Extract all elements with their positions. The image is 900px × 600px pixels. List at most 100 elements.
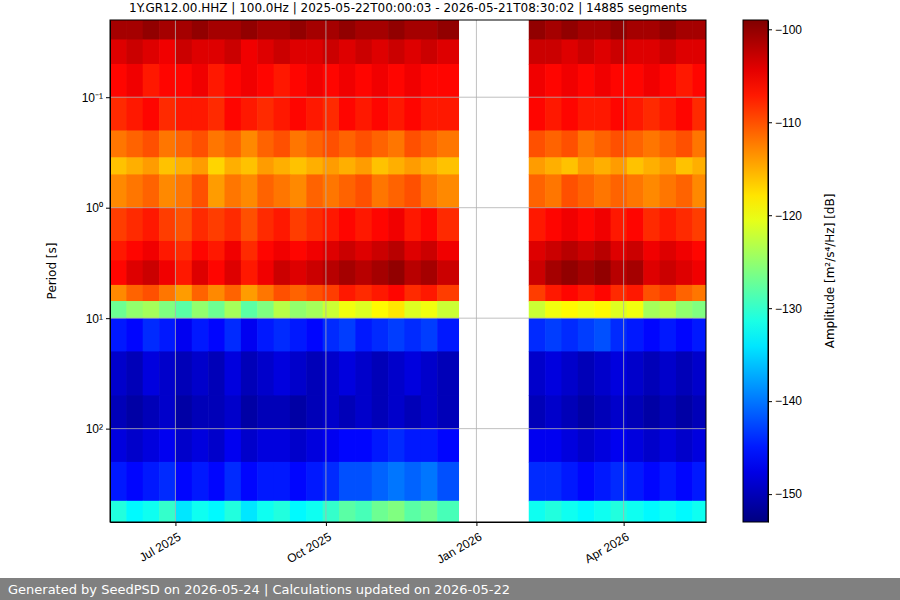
cell [208, 462, 225, 502]
cell [561, 208, 578, 242]
y-tick-label: 10² [86, 422, 103, 436]
cell [241, 97, 258, 131]
cell [339, 285, 356, 302]
cell [561, 241, 578, 261]
cell [225, 462, 242, 502]
cell [175, 351, 192, 396]
cell [225, 260, 242, 285]
cell [561, 260, 578, 285]
cell [143, 395, 160, 429]
cell [643, 395, 660, 429]
cell [388, 501, 405, 522]
cell [372, 208, 389, 242]
cell [159, 301, 176, 319]
cell [676, 429, 693, 463]
cell [159, 20, 176, 40]
cell [437, 462, 459, 502]
colorbar-tick: −150 [768, 487, 802, 501]
cell [421, 208, 438, 242]
cell [404, 174, 421, 208]
cell [306, 208, 323, 242]
cell [175, 157, 192, 175]
cell [388, 64, 405, 98]
cell [274, 351, 291, 396]
cell [306, 285, 323, 302]
cell [143, 97, 160, 131]
cell [643, 501, 660, 522]
cell [208, 39, 225, 64]
cell [404, 64, 421, 98]
cell [323, 174, 340, 208]
cell [372, 462, 389, 502]
cell [274, 260, 291, 285]
cell [323, 301, 340, 319]
cell [339, 97, 356, 131]
cell [290, 351, 307, 396]
cell [339, 174, 356, 208]
cell [578, 351, 595, 396]
cell [692, 462, 706, 502]
grid-line-x [175, 20, 176, 522]
cell [175, 20, 192, 40]
cell [437, 501, 459, 522]
colorbar-tick-label: −110 [775, 116, 801, 130]
cell [388, 462, 405, 502]
cell [175, 285, 192, 302]
cell [643, 174, 660, 208]
cell [611, 130, 628, 157]
cell [404, 501, 421, 522]
cell [241, 241, 258, 261]
y-tick-mark [106, 318, 110, 319]
cell [175, 97, 192, 131]
cell [561, 301, 578, 319]
cell [627, 174, 644, 208]
cell [306, 241, 323, 261]
cell [660, 39, 677, 64]
cell [225, 351, 242, 396]
cell [404, 130, 421, 157]
cell [339, 395, 356, 429]
x-tick: Jan 2026 [434, 522, 484, 567]
cell [611, 208, 628, 242]
colorbar-tick: −120 [768, 209, 802, 223]
cell [208, 208, 225, 242]
cell [306, 351, 323, 396]
cell [339, 462, 356, 502]
cell [159, 351, 176, 396]
cell [175, 208, 192, 242]
cell [192, 208, 209, 242]
cell [529, 64, 546, 98]
cell [594, 97, 611, 131]
cell [159, 501, 176, 522]
cell [561, 462, 578, 502]
y-tick: 10² [86, 422, 110, 436]
cell [257, 97, 274, 131]
cell [529, 208, 546, 242]
cell [208, 501, 225, 522]
cell [290, 20, 307, 40]
cell [611, 97, 628, 131]
cell [355, 208, 372, 242]
cell [529, 285, 546, 302]
cell [561, 97, 578, 131]
cell [126, 208, 143, 242]
cell [643, 301, 660, 319]
cell [274, 20, 291, 40]
cell [561, 395, 578, 429]
cell [241, 157, 258, 175]
cell [421, 501, 438, 522]
cell [372, 501, 389, 522]
grid [110, 20, 706, 522]
cell [437, 174, 459, 208]
cell [339, 39, 356, 64]
y-tick: 10⁻¹ [82, 91, 110, 105]
cell [611, 301, 628, 319]
cell [323, 462, 340, 502]
cell [660, 20, 677, 40]
cell [143, 301, 160, 319]
cell [437, 429, 459, 463]
cell [257, 130, 274, 157]
cell [241, 20, 258, 40]
cell [421, 351, 438, 396]
grid-line-y [110, 97, 706, 98]
